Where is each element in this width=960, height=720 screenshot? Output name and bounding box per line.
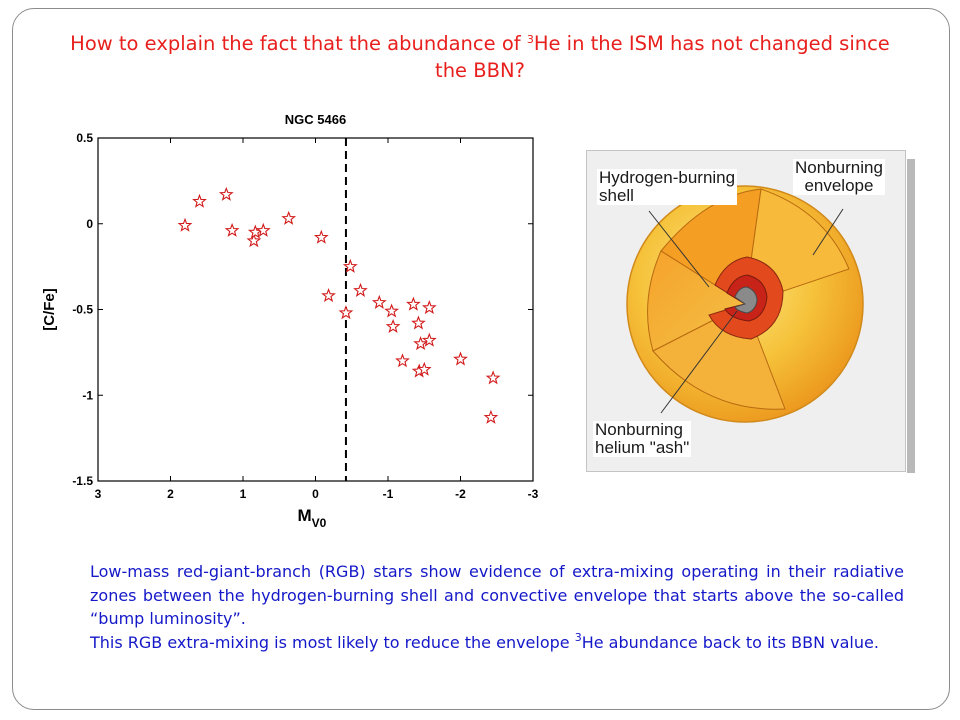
data-point-star (421, 332, 437, 347)
data-point-star (395, 353, 410, 368)
label-hydrogen-burning-shell: Hydrogen-burning shell (597, 168, 738, 205)
slide-title: How to explain the fact that the abundan… (70, 32, 890, 82)
y-tick-label: -0.5 (72, 303, 93, 317)
data-point-star (485, 370, 501, 385)
x-tick-label: -3 (528, 487, 539, 501)
slide-frame (12, 8, 950, 710)
data-point-star (413, 336, 428, 351)
data-point-star (177, 217, 193, 232)
data-point-star (313, 229, 329, 244)
y-axis-label: [C/Fe] (41, 288, 58, 331)
data-point-star (421, 300, 437, 315)
star-structure-diagram: Hydrogen-burning shell Nonburning envelo… (586, 150, 915, 473)
data-point-star (321, 288, 336, 303)
y-tick-label: -1.5 (72, 474, 93, 488)
data-point-star (416, 361, 432, 376)
x-tick-label: 3 (95, 487, 102, 501)
data-point-star (192, 193, 207, 208)
plot-area (97, 137, 534, 482)
data-point-star (353, 282, 368, 298)
scatter-chart: NGC 5466 0.5 0 -0.5 -1 -1.5 3 2 1 0 -1 -2 -3 [C/Fe] MV… (30, 100, 550, 530)
paragraph-2: This RGB extra-mixing is most likely to … (90, 630, 879, 652)
x-tick-label: -2 (455, 487, 466, 501)
pointer-shell (648, 210, 710, 288)
body-text: Low-mass red-giant-branch (RGB) stars sh… (90, 560, 904, 654)
x-tick-label: 1 (240, 487, 247, 501)
y-tick-label: -1 (82, 388, 93, 402)
data-point-star (246, 233, 262, 248)
paragraph-1: Low-mass red-giant-branch (RGB) stars sh… (90, 562, 904, 628)
data-point-star (385, 318, 401, 333)
diagram-svg (626, 185, 864, 423)
data-point-star (255, 222, 271, 237)
helium-core (734, 286, 758, 314)
data-point-star (406, 296, 421, 311)
chart-title: NGC 5466 (285, 112, 346, 127)
data-point-star (411, 315, 426, 330)
data-point-star (281, 210, 297, 225)
diagram-shadow (907, 159, 915, 473)
x-tick-label: 2 (167, 487, 174, 501)
label-nonburning-envelope: Nonburning envelope (793, 158, 885, 195)
data-point-star (342, 258, 358, 273)
x-axis-label: MV0 (298, 506, 327, 530)
x-tick-label: 0 (312, 487, 319, 501)
pointer-ash (660, 310, 738, 414)
chart-svg: NGC 5466 0.5 0 -0.5 -1 -1.53 2 1 0 -1 -2 -3 [C/Fe] MV… (41, 112, 539, 530)
label-nonburning-helium-ash: Nonburning helium "ash" (593, 420, 692, 457)
data-point-star (224, 222, 240, 237)
data-point-star (338, 305, 354, 320)
data-point-star (483, 409, 499, 424)
y-tick-label: 0.5 (76, 131, 93, 145)
cutaway-left (647, 250, 747, 352)
data-point-star (371, 294, 387, 309)
data-point-star (218, 186, 234, 201)
x-tick-label: -1 (383, 487, 394, 501)
y-tick-label: 0 (86, 217, 93, 231)
data-point-star (453, 351, 468, 366)
data-point-star (384, 303, 399, 318)
pointer-envelope (812, 208, 844, 256)
